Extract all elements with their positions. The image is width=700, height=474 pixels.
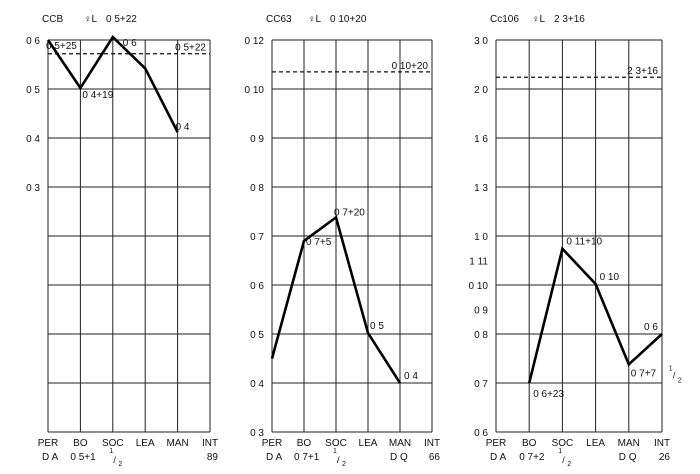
footer-fraction-slash: / [113,455,116,465]
footer-da-value: 0 5+1 [70,452,96,463]
chart-title-age: 0 10+20 [330,14,367,25]
y-tick-label: 0 9 [474,306,488,317]
y-tick-label: 1 3 [474,183,488,194]
y-tick-label: 2 0 [474,85,488,96]
chart-title-age: 2 3+16 [554,14,585,25]
y-tick-label: 0 5 [26,85,40,96]
point-label: 0 7+7 [631,368,657,379]
x-category-label: LEA [359,438,378,449]
footer-dq-label: D Q [390,452,408,463]
point-label: 0 10 [600,272,620,283]
point-label: 0 11+10 [566,237,602,248]
footer-da-label: D A [266,452,282,463]
y-tick-label: 0 12 [245,36,265,47]
point-label: 0 7+20 [334,207,365,218]
chart-title-sex: ♀L [532,14,546,25]
footer-fraction-numerator: 1 [109,448,113,455]
point-label: 0 5+25 [46,41,77,52]
footer-da-value: 0 7+1 [294,452,320,463]
footer-fraction-denominator: 2 [567,461,571,468]
x-category-label: BO [297,438,312,449]
x-category-label: LEA [136,438,155,449]
point-label-fraction-slash: / [673,370,676,380]
y-tick-label: 0 8 [250,183,264,194]
footer-dq-label: D Q [619,452,637,463]
x-category-label: SOC [325,438,347,449]
y-tick-label: 0 3 [250,428,264,439]
point-label: 0 5 [370,321,384,332]
point-label-fraction-denominator: 2 [678,377,682,384]
chart-title-id: CCB [42,14,63,25]
footer-fraction-numerator: 1 [333,448,337,455]
y-tick-label: 0 6 [474,428,488,439]
footer-dq-value: 26 [659,452,671,463]
y-tick-label: 0 10 [245,85,265,96]
chart-title-age: 0 5+22 [106,14,137,25]
y-tick-label: 0 4 [26,134,40,145]
x-category-label: INT [654,438,670,449]
y-tick-label: 0 4 [250,379,264,390]
footer-dq-value: 89 [207,452,219,463]
y-tick-label: 0 6 [250,281,264,292]
chart-title-sex: ♀L [84,14,98,25]
x-category-label: INT [202,438,218,449]
footer-fraction-denominator: 2 [118,461,122,468]
footer-fraction-numerator: 1 [558,448,562,455]
point-label: 0 4+19 [82,90,113,101]
point-label: 0 6+23 [533,389,564,400]
y-tick-label: 0 5 [250,330,264,341]
y-tick-label: 3 0 [474,36,488,47]
series-line [270,215,402,384]
footer-fraction-denominator: 2 [342,461,346,468]
y-tick-label: 0 3 [26,183,40,194]
series-line [527,246,663,384]
footer-fraction-slash: / [337,455,340,465]
y-tick-label: 0 9 [250,134,264,145]
chart-title-id: Cc106 [490,14,519,25]
x-category-label: PER [486,438,507,449]
footer-da-value: 0 7+2 [519,452,545,463]
y-tick-label: 0 10 [469,281,489,292]
y-tick-label: 0 7 [250,232,264,243]
x-category-label: MAN [166,438,188,449]
x-category-label: PER [262,438,283,449]
point-label: 0 6 [123,38,137,49]
chart-panel-1: CCB ♀L 0 5+22 0 6 0 5 0 4 0 3 PER BO SOC LEA MAN INT… [26,14,218,468]
chart-panel-3: Cc106 ♀L 2 3+16 3 0 2 0 1 6 1 3 1 0 1 11 0 10 0 9 0… [469,14,682,468]
y-tick-label: 1 6 [474,134,488,145]
point-label-fraction-numerator: 1 [669,365,673,372]
x-category-label: SOC [552,438,574,449]
x-category-label: SOC [102,438,124,449]
chart-title-id: CC63 [266,14,292,25]
y-tick-label: 0 7 [474,379,488,390]
x-category-label: BO [522,438,537,449]
footer-da-label: D A [490,452,506,463]
y-tick-label: 0 6 [26,36,40,47]
x-category-label: LEA [586,438,605,449]
reference-line-label: 2 3+16 [627,66,658,77]
reference-line-label: 0 10+20 [392,61,429,72]
x-category-label: MAN [389,438,411,449]
footer-dq-value: 66 [429,452,441,463]
x-category-label: BO [73,438,88,449]
footer-fraction-slash: / [562,455,565,465]
chart-panel-2: CC63 ♀L 0 10+20 0 12 0 10 0 9 0 8 0 7 0 6 0 5 0 4 0… [245,14,441,468]
y-tick-label: 1 11 [469,257,488,268]
point-label: 0 4 [176,122,190,133]
x-category-label: MAN [618,438,640,449]
point-label: 0 7+5 [306,237,332,248]
series-line [46,35,179,133]
point-label: 0 4 [404,371,418,382]
x-category-label: PER [38,438,59,449]
chart-title-sex: ♀L [308,14,322,25]
x-category-label: INT [424,438,440,449]
reference-line-label: 0 5+22 [175,43,206,54]
y-tick-label: 0 8 [474,330,488,341]
footer-da-label: D A [42,452,58,463]
point-label: 0 6 [644,322,658,333]
y-tick-label: 1 0 [474,232,488,243]
